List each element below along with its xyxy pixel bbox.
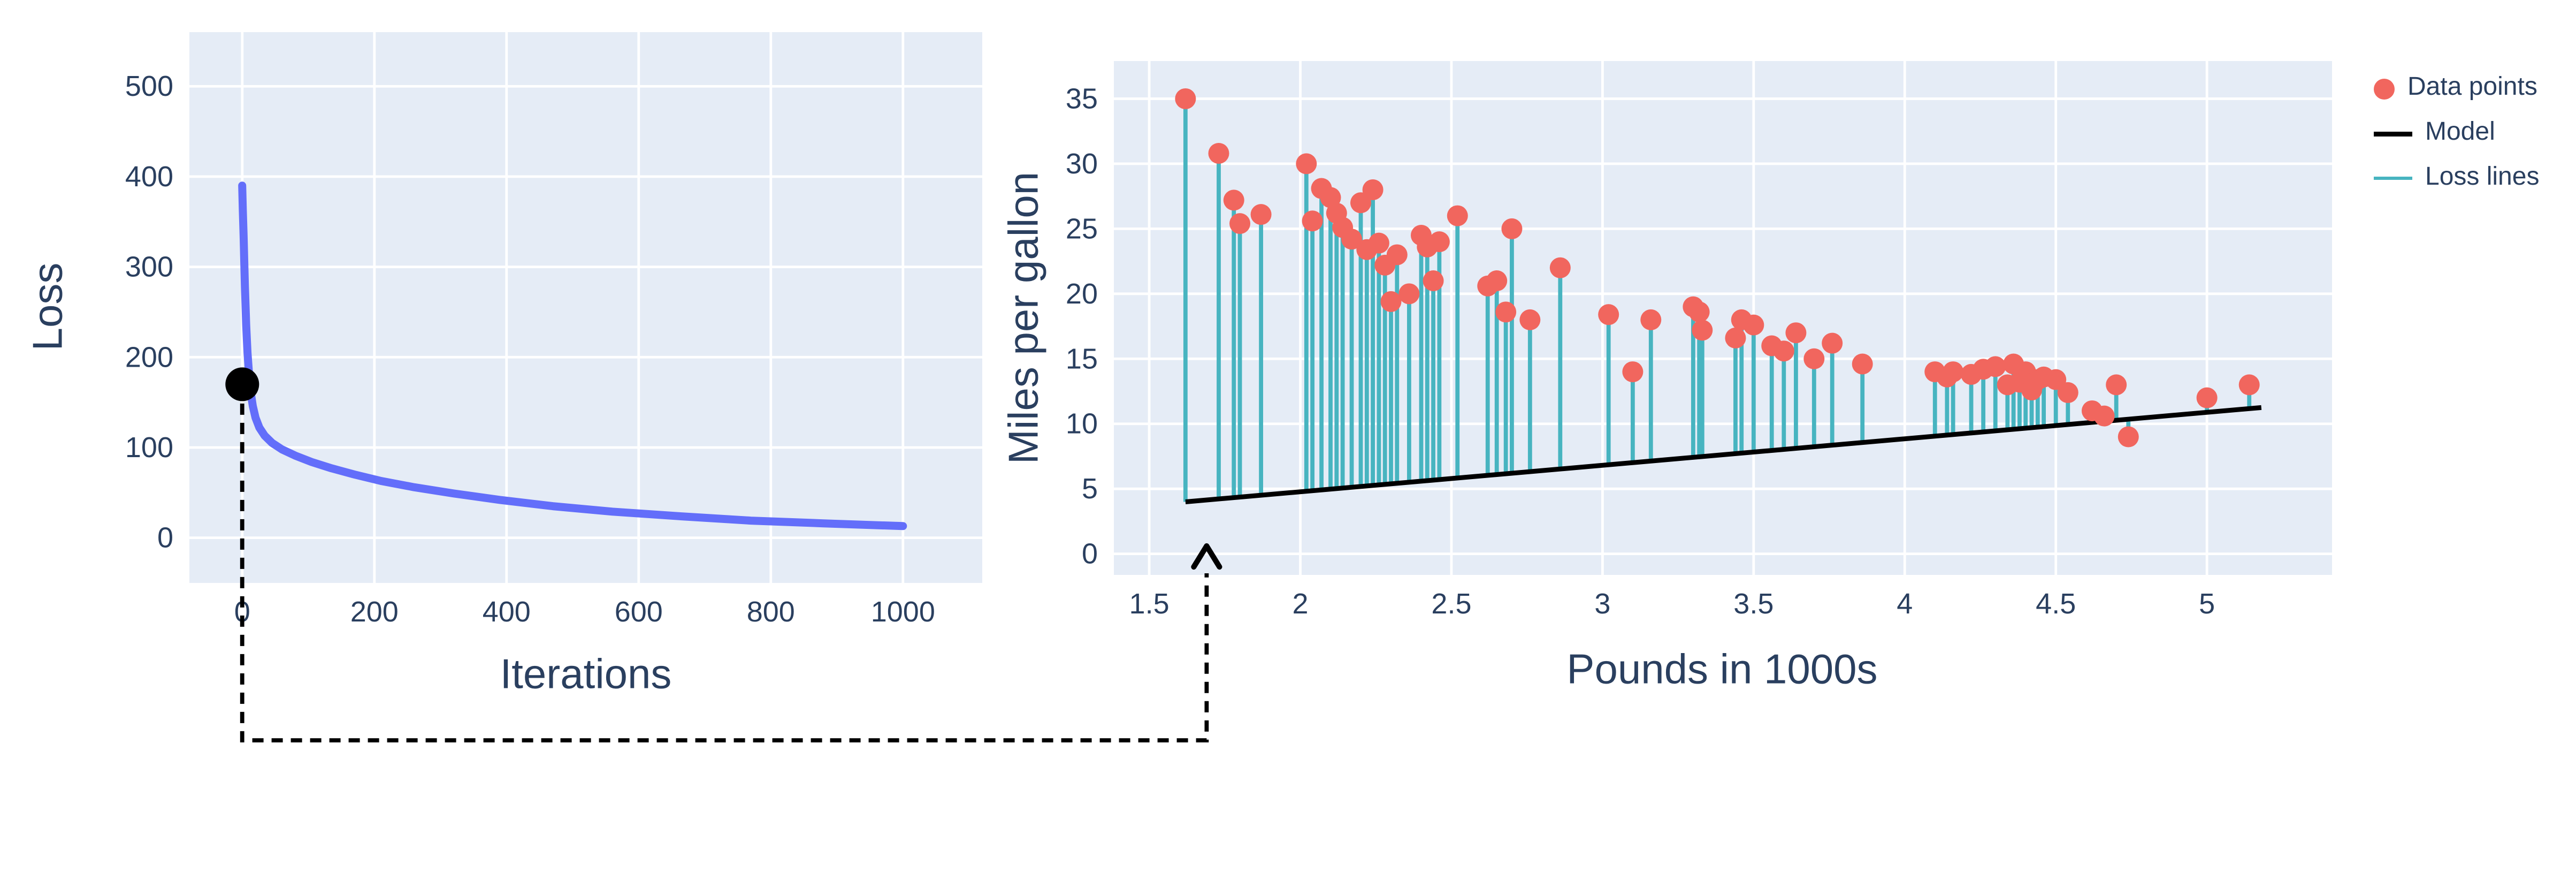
loss-curve [238,181,907,530]
y-tick-label: 0 [157,522,173,554]
data-point [1447,205,1468,226]
model-line-marker-icon [2374,131,2412,136]
legend-item-loss-lines: Loss lines [2374,164,2539,193]
data-point [1725,327,1746,348]
data-point [1743,314,1764,336]
plot-background [189,32,982,583]
legend-label-data-points: Data points [2407,74,2537,101]
y-tick-label: 500 [125,70,173,102]
x-tick-label: 4 [1897,588,1913,620]
x-tick-label: 3 [1594,588,1610,620]
scatter-chart-x-axis-title: Pounds in 1000s [1566,644,1878,693]
data-point [1423,270,1444,292]
data-point [1773,340,1794,362]
model-line [1185,405,2262,504]
data-point [1223,189,1244,211]
data-point [2106,374,2127,396]
y-tick-label: 100 [125,431,173,464]
loss-chart-y-axis-title: Loss [23,262,72,351]
connector-dashed-line [240,384,1209,742]
x-tick-label: 400 [483,596,531,628]
x-tick-label: 2.5 [1431,588,1471,620]
x-tick-label: 3.5 [1733,588,1774,620]
arrowhead-up-icon [1191,543,1222,570]
data-point [1175,88,1196,109]
data-point [1302,210,1323,232]
data-point [1622,361,1644,383]
data-point [1598,304,1619,325]
y-tick-label: 35 [1066,82,1098,115]
data-point [2093,405,2115,427]
y-tick-label: 200 [125,341,173,373]
data-point [1368,232,1389,254]
y-tick-label: 30 [1066,148,1098,180]
data-point [1803,348,1825,369]
data-point [2057,382,2078,403]
data-point [1519,309,1541,330]
selected-iteration-dot [225,367,259,401]
data-point [1640,309,1662,330]
x-tick-label: 800 [747,596,795,628]
y-tick-label: 15 [1066,343,1098,375]
data-point [2238,374,2260,396]
data-point [1380,291,1402,312]
legend-label-model: Model [2425,119,2495,146]
data-point [1822,332,1843,354]
y-tick-label: 20 [1066,278,1098,310]
x-tick-label: 1000 [871,596,935,628]
y-tick-label: 0 [1082,538,1098,570]
y-tick-label: 300 [125,251,173,283]
scatter-chart-y-axis-title: Miles per gallon [999,171,1048,465]
data-point [1549,257,1571,278]
y-tick-label: 5 [1082,473,1098,505]
data-point [1852,353,1873,375]
x-tick-label: 600 [615,596,663,628]
data-point [1501,218,1523,239]
legend-item-data-points: Data points [2374,74,2539,103]
data-point [1985,356,2006,377]
data-point [1785,322,1807,344]
data-point [1362,179,1383,200]
x-tick-label: 1.5 [1129,588,1169,620]
data-point [1428,231,1450,253]
y-tick-label: 25 [1066,213,1098,245]
data-point [2196,387,2218,408]
data-point [2118,426,2139,448]
legend-item-model: Model [2374,119,2539,148]
y-tick-label: 400 [125,161,173,193]
data-point [1398,283,1420,305]
legend-label-loss-lines: Loss lines [2425,164,2540,191]
x-tick-label: 2 [1293,588,1309,620]
data-point [1296,153,1317,175]
x-tick-label: 4.5 [2036,588,2076,620]
loss-line-marker-icon [2374,177,2412,180]
plot-background [1114,61,2332,575]
data-point [1943,361,1964,383]
data-point-marker-icon [2374,78,2395,99]
data-point [1386,244,1408,266]
y-tick-label: 10 [1066,408,1098,440]
data-point [1250,204,1272,225]
data-point [1341,229,1363,250]
data-point [1692,320,1713,341]
data-point [1486,270,1508,292]
legend: Data points Model Loss lines [2374,74,2539,193]
data-point [1229,213,1251,234]
loss-chart-x-axis-title: Iterations [500,649,672,698]
data-point [1495,301,1517,323]
x-tick-label: 5 [2199,588,2215,620]
data-point [1208,142,1229,164]
data-point [1688,301,1710,323]
x-tick-label: 200 [350,596,399,628]
